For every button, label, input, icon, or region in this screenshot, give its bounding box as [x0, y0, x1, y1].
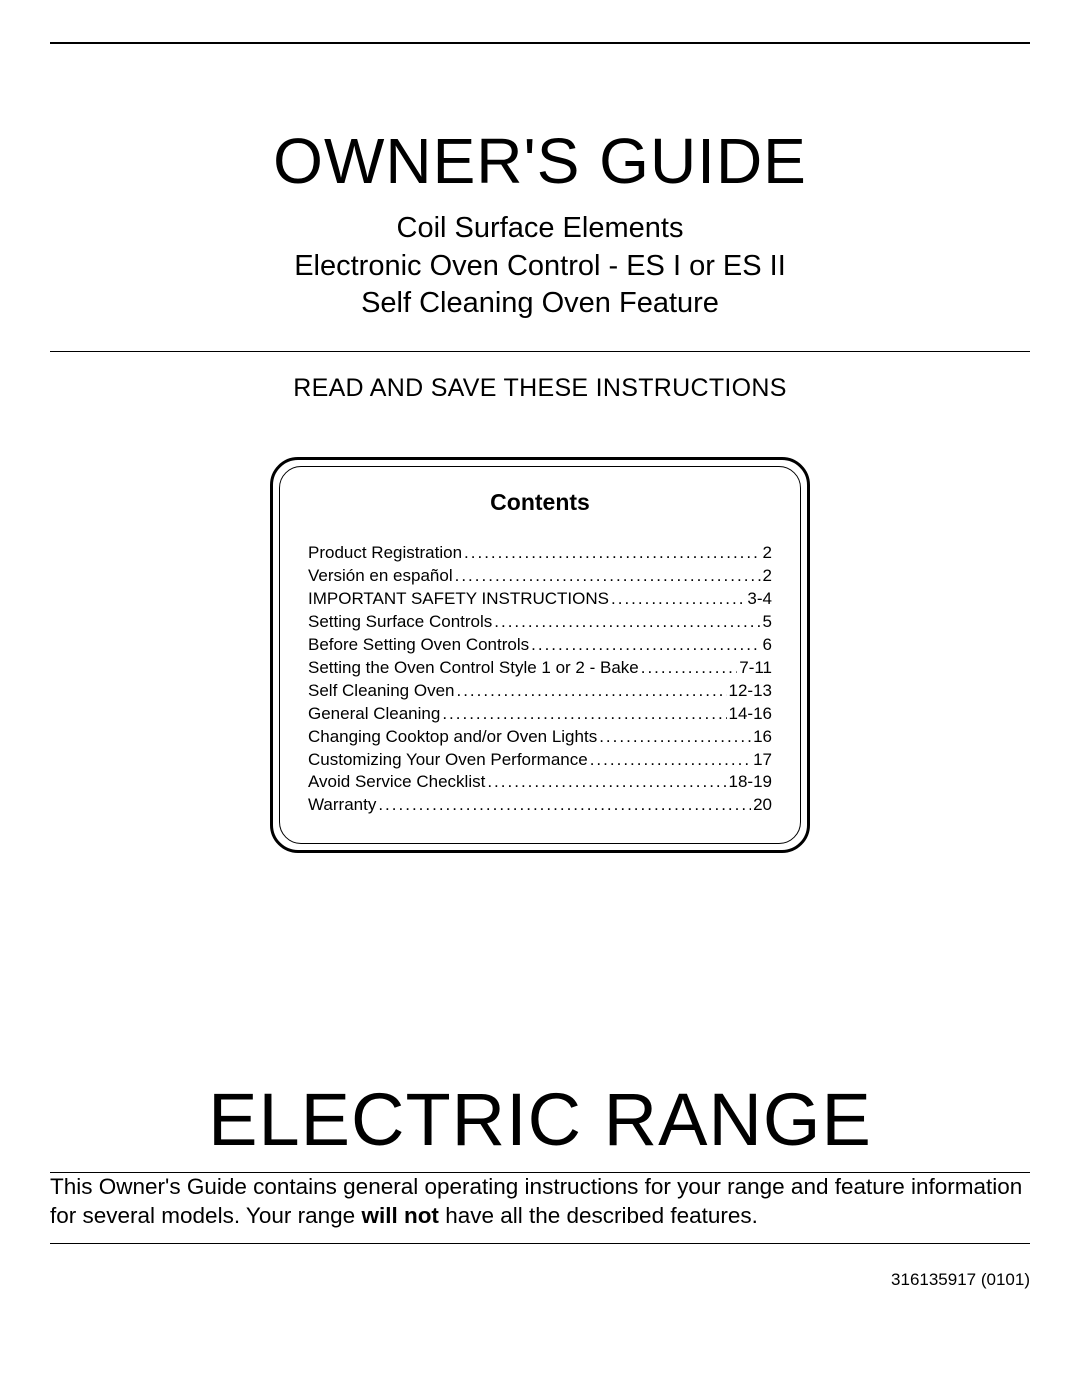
toc-page-number: 7-11 [739, 657, 772, 680]
toc-row: General Cleaning 14-16 [308, 703, 772, 726]
document-number: 316135917 (0101) [50, 1270, 1030, 1290]
body-bold: will not [361, 1203, 439, 1228]
toc-leader-dots [599, 726, 751, 749]
lower-rule-2 [50, 1243, 1030, 1244]
instructions-heading: READ AND SAVE THESE INSTRUCTIONS [50, 374, 1030, 403]
toc-leader-dots [455, 565, 761, 588]
main-title: OWNER'S GUIDE [50, 124, 1030, 198]
toc-row: Before Setting Oven Controls 6 [308, 634, 772, 657]
toc-page-number: 12-13 [729, 680, 772, 703]
contents-inner-border: Contents Product Registration2Versión en… [279, 466, 801, 844]
toc-row: Versión en español 2 [308, 565, 772, 588]
top-rule [50, 42, 1030, 44]
toc-leader-dots [611, 588, 745, 611]
subtitle-line-2: Electronic Oven Control - ES I or ES II [50, 248, 1030, 286]
toc-label: Changing Cooktop and/or Oven Lights [308, 726, 597, 749]
toc-leader-dots [456, 680, 726, 703]
toc-page-number: 14-16 [729, 703, 772, 726]
product-category-title: ELECTRIC RANGE [50, 1077, 1030, 1162]
toc-list: Product Registration 2 Versión en español 2… [308, 542, 772, 817]
toc-leader-dots [464, 542, 761, 565]
body-post: have all the described features. [439, 1203, 758, 1228]
toc-label: Warranty [308, 794, 376, 817]
document-page: OWNER'S GUIDE Coil Surface Elements Elec… [0, 0, 1080, 1397]
toc-row: IMPORTANT SAFETY INSTRUCTIONS 3-4 [308, 588, 772, 611]
guide-description: This Owner's Guide contains general oper… [50, 1173, 1030, 1231]
toc-label: Before Setting Oven Controls [308, 634, 529, 657]
mid-rule [50, 351, 1030, 352]
toc-row: Setting the Oven Control Style 1 or 2 - … [308, 657, 772, 680]
toc-row: Self Cleaning Oven 12-13 [308, 680, 772, 703]
toc-leader-dots [487, 771, 726, 794]
contents-box: Contents Product Registration2Versión en… [270, 457, 810, 853]
toc-label: Avoid Service Checklist [308, 771, 485, 794]
subtitle-block: Coil Surface Elements Electronic Oven Co… [50, 210, 1030, 323]
toc-page-number: 17 [753, 749, 772, 772]
toc-leader-dots [531, 634, 760, 657]
toc-row: Product Registration 2 [308, 542, 772, 565]
toc-page-number: 6 [763, 634, 772, 657]
toc-label: General Cleaning [308, 703, 440, 726]
toc-leader-dots [442, 703, 726, 726]
subtitle-line-1: Coil Surface Elements [50, 210, 1030, 248]
toc-page-number: 3-4 [747, 588, 772, 611]
toc-leader-dots [590, 749, 751, 772]
toc-leader-dots [641, 657, 738, 680]
toc-label: Product Registration [308, 542, 462, 565]
toc-row: Changing Cooktop and/or Oven Lights 16 [308, 726, 772, 749]
contents-title: Contents [308, 489, 772, 516]
toc-label: Self Cleaning Oven [308, 680, 454, 703]
toc-row: Warranty 20 [308, 794, 772, 817]
toc-page-number: 5 [763, 611, 772, 634]
toc-leader-dots [494, 611, 760, 634]
toc-leader-dots [378, 794, 751, 817]
toc-page-number: 20 [753, 794, 772, 817]
toc-row: Setting Surface Controls 5 [308, 611, 772, 634]
toc-label: Setting Surface Controls [308, 611, 492, 634]
toc-label: Versión en español [308, 565, 453, 588]
toc-row: Customizing Your Oven Performance 17 [308, 749, 772, 772]
toc-page-number: 16 [753, 726, 772, 749]
toc-row: Avoid Service Checklist 18-19 [308, 771, 772, 794]
contents-outer-border: Contents Product Registration2Versión en… [270, 457, 810, 853]
toc-label: Setting the Oven Control Style 1 or 2 - … [308, 657, 639, 680]
toc-page-number: 18-19 [729, 771, 772, 794]
subtitle-line-3: Self Cleaning Oven Feature [50, 285, 1030, 323]
toc-page-number: 2 [763, 542, 772, 565]
toc-label: IMPORTANT SAFETY INSTRUCTIONS [308, 588, 609, 611]
toc-label: Customizing Your Oven Performance [308, 749, 588, 772]
toc-page-number: 2 [763, 565, 772, 588]
